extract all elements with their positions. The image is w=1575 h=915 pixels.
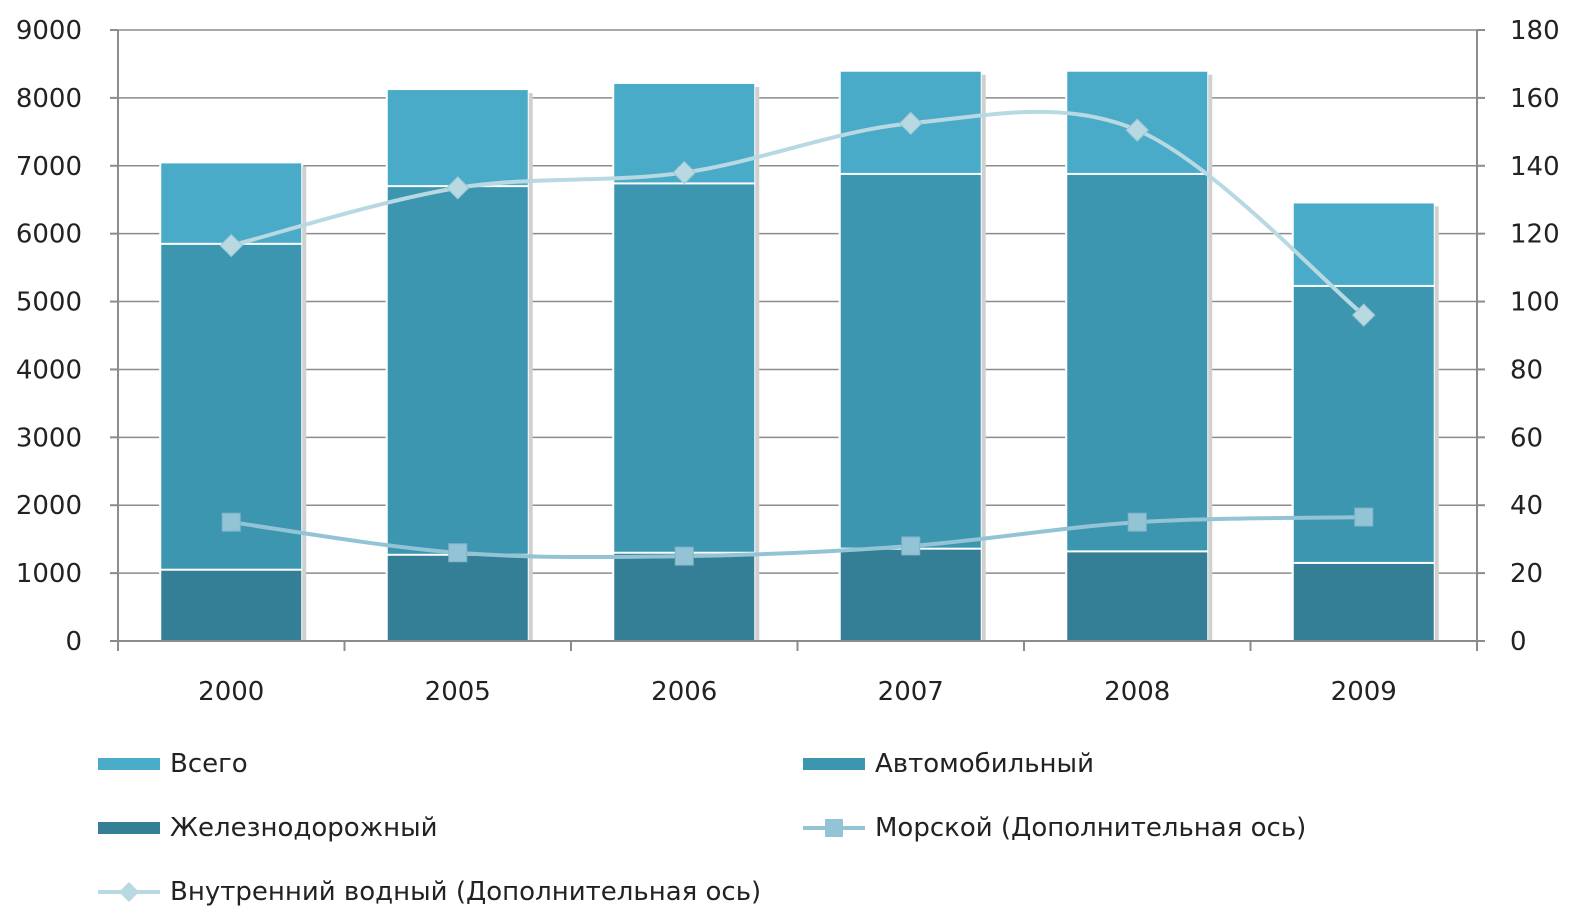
- marker-sea: [1127, 512, 1147, 532]
- y-tick-label-right: 0: [1510, 627, 1527, 657]
- x-tick-label: 2007: [878, 677, 944, 707]
- marker-sea: [448, 543, 468, 563]
- marker-inland-water: [899, 111, 923, 136]
- y-tick-label-left: 9000: [16, 16, 82, 46]
- marker-inland-water: [219, 233, 243, 258]
- marker-sea: [1354, 507, 1374, 527]
- marker-sea: [901, 536, 921, 556]
- bar-shadow: [1208, 74, 1213, 641]
- bar-rail: [385, 553, 530, 643]
- y-tick-label-right: 20: [1510, 559, 1543, 589]
- bar-shadow: [755, 86, 760, 642]
- y-tick-label-right: 80: [1510, 355, 1543, 385]
- gridlines: [118, 29, 1477, 574]
- x-tick-label: 2009: [1331, 677, 1397, 707]
- marker-sea: [674, 546, 694, 566]
- y-tick-label-left: 8000: [16, 84, 82, 114]
- x-tick-label: 2008: [1104, 677, 1170, 707]
- bar-shadow: [528, 93, 533, 641]
- axes: [110, 29, 1485, 651]
- y-tick-label-right: 180: [1510, 16, 1560, 46]
- bar-rail: [1065, 550, 1210, 642]
- x-tick-label: 2006: [651, 677, 717, 707]
- marker-inland-water: [672, 160, 696, 185]
- bar-shadow: [1434, 206, 1439, 641]
- line-inland-water: [230, 109, 1366, 317]
- y-tick-label-left: 6000: [16, 220, 82, 250]
- y-tick-label-right: 140: [1510, 152, 1560, 182]
- y-tick-label-left: 5000: [16, 288, 82, 318]
- x-tick-label: 2005: [425, 677, 491, 707]
- y-tick-label-left: 3000: [16, 423, 82, 453]
- y-tick-label-right: 60: [1510, 423, 1543, 453]
- bar-rail: [159, 568, 304, 643]
- marker-sea: [221, 512, 241, 532]
- bar-rail: [612, 551, 757, 642]
- marker-inland-water: [1125, 118, 1149, 142]
- y-tick-label-left: 2000: [16, 491, 82, 521]
- bar-series: [159, 69, 1439, 643]
- x-tick-label: 2000: [198, 677, 264, 707]
- marker-inland-water: [1352, 303, 1376, 327]
- y-tick-label-right: 40: [1510, 491, 1543, 521]
- marker-inland-water: [446, 176, 470, 200]
- bar-rail: [1291, 561, 1436, 643]
- tick-labels: 0 1000 2000 3000 4000 5000 6000 7000 8000 9000 0 20…: [16, 16, 1560, 707]
- y-tick-label-left: 0: [65, 627, 82, 657]
- y-tick-label-right: 100: [1510, 288, 1560, 318]
- y-tick-label-right: 160: [1510, 84, 1560, 114]
- bar-shadow: [981, 74, 986, 641]
- bar-shadow: [302, 166, 307, 641]
- y-tick-label-right: 120: [1510, 220, 1560, 250]
- y-tick-label-left: 1000: [16, 559, 82, 589]
- y-tick-label-left: 7000: [16, 152, 82, 182]
- line-sea: [230, 515, 1364, 560]
- y-tick-label-left: 4000: [16, 355, 82, 385]
- bar-rail: [838, 547, 983, 642]
- line-series: [219, 109, 1376, 566]
